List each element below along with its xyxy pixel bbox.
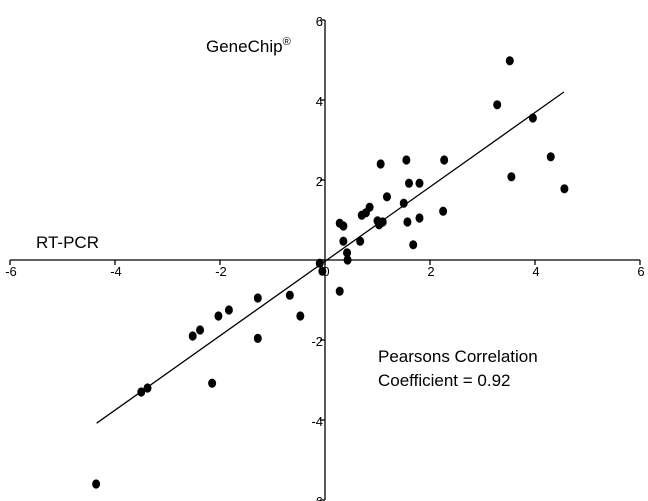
data-point <box>546 152 555 162</box>
data-point <box>253 293 262 303</box>
data-point <box>137 387 146 397</box>
y-axis-title: GeneChip® <box>206 36 291 56</box>
data-point <box>493 100 502 110</box>
y-tick-label: 4 <box>316 94 323 109</box>
data-point <box>405 178 413 188</box>
data-point <box>214 311 223 321</box>
data-point <box>196 325 205 335</box>
x-tick-label: -2 <box>215 264 227 279</box>
correlation-annotation-line-2: Coefficient = 0.92 <box>378 371 510 390</box>
data-point <box>188 331 197 341</box>
x-tick-label: -4 <box>110 264 122 279</box>
data-point <box>528 113 537 123</box>
y-axis-ticks: -6 -4 -2 2 4 6 <box>311 14 325 501</box>
y-tick-label: 2 <box>316 174 323 189</box>
x-tick-label: 2 <box>427 264 434 279</box>
data-point <box>296 311 305 321</box>
data-point <box>318 266 327 276</box>
y-axis-title-text: GeneChip <box>206 37 283 56</box>
data-point <box>315 258 324 268</box>
regression-line <box>96 91 565 424</box>
data-point <box>409 240 418 250</box>
data-point <box>376 159 385 169</box>
data-point <box>507 172 516 182</box>
y-tick-label: -4 <box>311 414 323 429</box>
x-axis-title: RT-PCR <box>36 233 99 252</box>
data-point <box>143 383 152 393</box>
data-point <box>339 236 348 246</box>
data-point <box>505 56 514 66</box>
data-point <box>382 192 391 202</box>
data-point <box>356 236 365 246</box>
data-point <box>415 213 424 223</box>
data-point <box>402 155 411 165</box>
data-point <box>253 333 262 343</box>
data-point <box>560 184 569 194</box>
data-point <box>343 255 352 265</box>
x-tick-label: 4 <box>532 264 539 279</box>
data-point <box>378 217 387 227</box>
data-point <box>208 378 217 388</box>
data-point <box>365 202 374 212</box>
y-tick-label: 6 <box>316 14 323 29</box>
data-point <box>224 305 233 315</box>
correlation-annotation-line-1: Pearsons Correlation <box>378 347 538 366</box>
data-points <box>92 56 569 489</box>
data-point <box>92 479 101 489</box>
y-tick-label: -2 <box>311 334 323 349</box>
data-point <box>415 178 424 188</box>
data-point <box>440 155 449 165</box>
data-point <box>339 221 348 231</box>
x-tick-label: 6 <box>637 264 644 279</box>
data-point <box>335 286 344 296</box>
y-tick-label: -6 <box>311 494 323 501</box>
data-point <box>403 217 412 227</box>
data-point <box>343 248 352 258</box>
x-tick-label: -6 <box>5 264 17 279</box>
data-point <box>399 198 408 208</box>
registered-mark: ® <box>283 36 291 48</box>
data-point <box>439 206 448 216</box>
data-point <box>285 290 294 300</box>
